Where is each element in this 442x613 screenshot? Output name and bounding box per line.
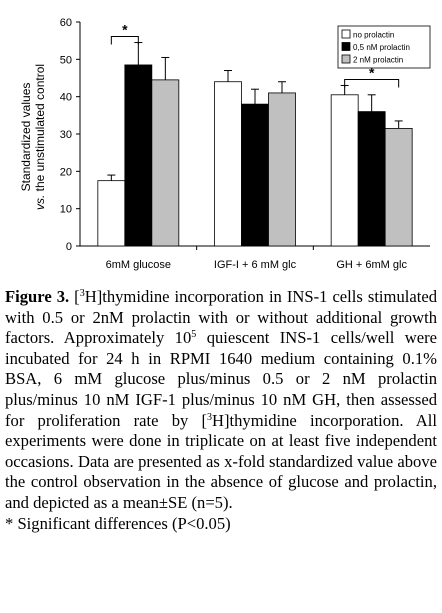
y-tick-label: 0 xyxy=(66,241,72,253)
caption-body: Figure 3. [3H]thymidine incorporation in… xyxy=(5,287,438,512)
legend-label: no prolactin xyxy=(353,31,394,40)
legend-swatch xyxy=(341,54,351,64)
legend-swatch xyxy=(341,29,351,39)
x-tick-label: IGF-I + 6 mM glc xyxy=(214,259,297,271)
y-tick-label: 10 xyxy=(60,204,72,216)
bar xyxy=(357,111,386,247)
legend-swatch xyxy=(341,42,351,51)
significance-bracket xyxy=(344,78,400,88)
bar xyxy=(214,81,242,247)
significance-marker: * xyxy=(122,22,128,38)
significance-bracket xyxy=(110,36,139,45)
y-tick-label: 20 xyxy=(60,166,72,178)
caption-label: Figure 3. xyxy=(5,287,70,306)
significance-marker: * xyxy=(369,64,375,80)
y-axis-title-line1: Standardized values xyxy=(19,83,33,192)
legend-label: 0,5 nM prolactin xyxy=(353,43,410,52)
y-tick-label: 50 xyxy=(60,54,72,66)
bar xyxy=(268,92,296,247)
bar xyxy=(97,180,126,247)
bar xyxy=(384,127,413,247)
caption-footnote: * Significant differences (P<0.05) xyxy=(5,513,231,533)
legend-box xyxy=(337,25,431,69)
y-tick-label: 30 xyxy=(60,129,72,141)
bar xyxy=(241,103,269,247)
y-axis-title: Standardized values vs. the unstimulated… xyxy=(19,64,47,210)
bar xyxy=(124,64,153,247)
y-tick-label: 60 xyxy=(60,17,72,29)
y-axis-title-line2: vs. the unstimulated control xyxy=(33,64,47,210)
x-tick-label: GH + 6mM glc xyxy=(336,259,407,271)
figure-caption: Figure 3. [3H]thymidine incorporation in… xyxy=(5,287,437,534)
x-tick-label: 6mM glucose xyxy=(106,259,171,271)
plot-area: 0 10 20 30 40 50 60 6mM glucose IGF-I + 6 mM glc… xyxy=(60,17,431,271)
y-tick-label: 40 xyxy=(60,92,72,104)
bar xyxy=(151,79,180,247)
bar xyxy=(330,94,359,247)
legend-label: 2 nM prolactin xyxy=(353,56,403,65)
bar-chart: Standardized values vs. the unstimulated… xyxy=(19,17,431,271)
